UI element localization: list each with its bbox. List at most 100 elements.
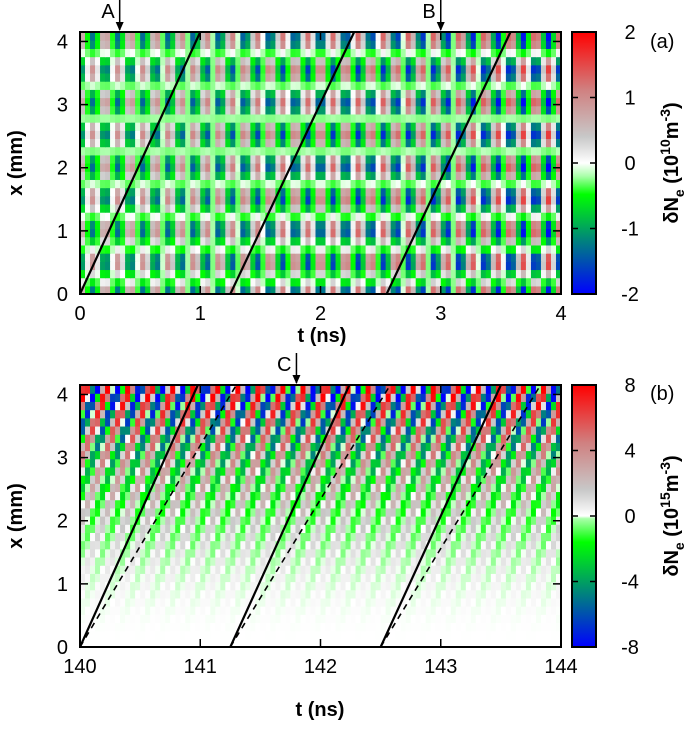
heat-cell xyxy=(280,154,287,164)
heat-cell xyxy=(445,228,452,238)
heat-cell xyxy=(240,171,246,180)
heat-cell xyxy=(295,606,302,615)
heat-cell xyxy=(260,277,266,287)
heat-cell xyxy=(165,72,171,82)
heat-cell xyxy=(115,516,121,525)
heat-cell xyxy=(475,244,482,254)
heat-cell xyxy=(475,491,482,501)
heat-cell xyxy=(325,499,332,509)
heat-cell xyxy=(160,212,166,221)
heat-cell xyxy=(390,269,397,279)
heat-cell xyxy=(120,614,126,624)
heat-cell xyxy=(235,540,241,550)
heat-cell xyxy=(145,154,151,164)
heat-cell xyxy=(140,614,146,624)
heat-cell xyxy=(335,72,342,82)
heat-cell xyxy=(315,277,322,287)
heat-cell xyxy=(325,269,332,279)
heat-cell xyxy=(395,556,402,566)
heat-cell xyxy=(405,105,412,115)
heat-cell xyxy=(265,532,271,542)
heat-cell xyxy=(155,516,161,525)
heat-cell xyxy=(455,597,462,607)
heat-cell xyxy=(225,113,231,123)
heat-cell xyxy=(370,573,377,583)
heat-cell xyxy=(380,146,387,156)
heat-cell xyxy=(165,253,171,262)
heat-cell xyxy=(130,154,136,164)
heat-cell xyxy=(285,581,292,591)
heat-cell xyxy=(380,154,387,164)
heat-cell xyxy=(335,113,342,123)
heat-cell xyxy=(360,499,367,509)
heat-cell xyxy=(175,244,181,254)
heat-cell xyxy=(190,556,196,566)
heat-cell xyxy=(285,138,292,148)
heat-cell xyxy=(325,597,332,607)
heat-cell xyxy=(205,48,211,58)
heat-cell xyxy=(90,105,96,115)
heat-cell xyxy=(135,499,141,509)
heat-cell xyxy=(235,179,241,189)
heat-cell xyxy=(320,573,327,583)
heat-cell xyxy=(120,72,126,82)
heat-cell xyxy=(350,122,357,131)
heat-cell xyxy=(460,261,467,271)
heat-cell xyxy=(515,540,522,550)
heat-cell xyxy=(370,507,377,517)
heat-cell xyxy=(330,277,337,287)
heat-cell xyxy=(515,228,522,238)
heat-cell xyxy=(120,64,126,74)
heat-cell xyxy=(460,203,467,213)
heat-cell xyxy=(295,581,302,591)
heat-cell xyxy=(555,72,561,82)
heat-cell xyxy=(215,228,221,238)
heat-cell xyxy=(375,507,382,517)
heat-cell xyxy=(85,565,91,574)
heat-cell xyxy=(130,171,136,180)
heat-cell xyxy=(315,187,322,197)
heat-cell xyxy=(185,253,191,262)
heat-cell xyxy=(515,622,522,632)
heat-cell xyxy=(410,122,417,131)
heat-cell xyxy=(485,507,492,517)
heat-cell xyxy=(120,212,126,221)
heat-cell xyxy=(320,187,327,197)
heat-cell xyxy=(105,40,111,49)
heat-cell xyxy=(380,236,387,246)
heat-cell xyxy=(325,40,332,49)
heat-cell xyxy=(265,244,271,254)
heat-cell xyxy=(155,614,161,624)
heat-cell xyxy=(400,524,407,533)
heat-cell xyxy=(375,97,382,107)
heat-cell xyxy=(465,261,472,271)
heat-cell xyxy=(205,228,211,238)
heat-cell xyxy=(445,48,452,58)
heat-cell xyxy=(495,589,502,599)
heat-cell xyxy=(345,97,352,107)
heat-cell xyxy=(310,171,317,180)
heat-cell xyxy=(100,630,106,640)
heat-cell xyxy=(400,105,407,115)
heat-cell xyxy=(425,113,432,123)
heat-cell xyxy=(525,638,532,647)
heat-cell xyxy=(220,556,226,566)
heat-cell xyxy=(410,179,417,189)
heat-cell xyxy=(470,138,477,148)
heat-cell xyxy=(315,597,322,607)
heat-cell xyxy=(460,113,467,123)
heat-cell xyxy=(365,146,372,156)
heat-cell xyxy=(195,146,201,156)
heat-cell xyxy=(445,556,452,566)
heat-cell xyxy=(225,524,231,533)
heat-cell xyxy=(150,32,156,41)
heat-cell xyxy=(260,269,266,279)
heat-cell xyxy=(215,516,221,525)
heat-cell xyxy=(550,253,557,262)
heat-cell xyxy=(315,630,322,640)
heat-cell xyxy=(385,244,392,254)
heat-cell xyxy=(375,154,382,164)
heat-cell xyxy=(555,565,561,574)
heat-cell xyxy=(365,203,372,213)
heat-cell xyxy=(210,581,216,591)
